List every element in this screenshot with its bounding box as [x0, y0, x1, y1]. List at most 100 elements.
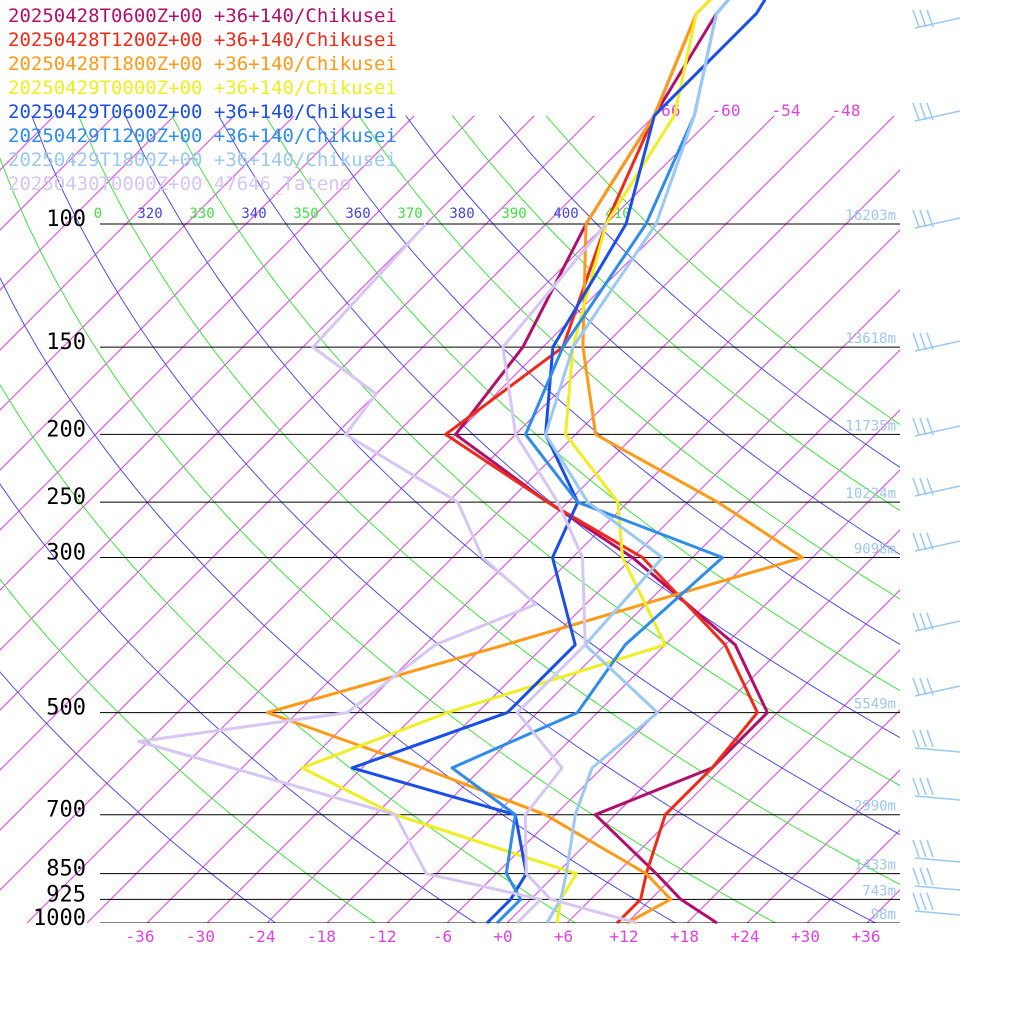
isotherm: [0, 115, 655, 771]
wind-barb-flag: [919, 9, 927, 28]
isotherm: [146, 169, 900, 923]
dry-adiabat: [452, 115, 900, 512]
wind-barbs: [912, 9, 961, 916]
pressure-label: 250: [46, 485, 86, 510]
theta-label: 330: [189, 206, 214, 222]
wind-barb-flag: [912, 839, 920, 858]
temperature-tick-label: -30: [186, 927, 215, 946]
wind-barb-shaft: [914, 910, 961, 916]
isotherm: [927, 116, 1024, 923]
height-label: 11735m: [845, 418, 896, 434]
theta-label: 390: [501, 206, 526, 222]
wind-barb-shaft: [914, 747, 961, 753]
upper-temperature-label: -48: [832, 101, 861, 120]
theta-label: 380: [449, 206, 474, 222]
dry-adiabat: [311, 115, 900, 645]
legend-entry: 20250428T1200Z+00 +36+140/Chikusei: [8, 29, 397, 51]
wind-barb-shaft: [914, 485, 961, 497]
isotherm: [0, 115, 595, 711]
theta-label: 370: [397, 206, 422, 222]
wind-barb-flag: [919, 332, 927, 351]
wind-barb: [912, 209, 961, 229]
wind-barb-flag: [926, 839, 934, 858]
height-label: 13618m: [845, 331, 896, 347]
wind-barb-shaft: [914, 885, 961, 891]
wind-barb: [912, 777, 961, 801]
height-label: 10224m: [845, 486, 896, 502]
legend-entry: 20250429T1800Z+00 +36+140/Chikusei: [8, 149, 397, 171]
dry-adiabat: [218, 115, 900, 739]
isotherm: [0, 115, 715, 831]
wind-barb-flag: [926, 777, 934, 796]
legend: 20250428T0600Z+00 +36+140/Chikusei202504…: [8, 5, 397, 195]
dry-adiabat: [171, 115, 900, 787]
wind-barb-shaft: [914, 110, 961, 122]
pressure-label: 850: [46, 857, 86, 882]
wind-barb-flag: [926, 417, 934, 436]
dry-adiabat: [358, 115, 900, 600]
dry-adiabat: [0, 483, 477, 923]
wind-barb-flag: [912, 209, 920, 228]
pressure-label: 925: [46, 882, 86, 907]
upper-temperature-label: -60: [712, 101, 741, 120]
wind-barb: [912, 102, 961, 122]
height-label: 1433m: [854, 858, 896, 874]
wind-barb: [912, 332, 961, 352]
pressure-label: 100: [46, 207, 86, 232]
wind-barb: [912, 612, 961, 632]
wind-barb: [912, 677, 961, 697]
wind-barb-flag: [926, 9, 934, 28]
wind-barb-flag: [912, 417, 920, 436]
pressure-label: 200: [46, 417, 86, 442]
legend-entry: 20250428T0600Z+00 +36+140/Chikusei: [8, 5, 397, 27]
dry-adiabat: [31, 115, 877, 923]
wind-barb-shaft: [914, 540, 961, 552]
wind-barb-shaft: [914, 795, 961, 801]
height-label: 98m: [871, 907, 896, 923]
isotherm: [806, 829, 900, 923]
wind-barb-flag: [926, 867, 934, 886]
wind-barb-flag: [926, 612, 934, 631]
wind-barb-flag: [912, 777, 920, 796]
theta-label: 0: [94, 206, 102, 222]
theta-label: 320: [137, 206, 162, 222]
theta-label: 340: [241, 206, 266, 222]
dry-adiabat: [265, 115, 900, 692]
temperature-profile: [265, 0, 804, 925]
wind-barb-flag: [919, 867, 927, 886]
wind-barb: [912, 532, 961, 552]
wind-barb-flag: [912, 532, 920, 551]
wind-barb: [912, 892, 961, 916]
wind-barb: [912, 729, 961, 753]
legend-entry: 20250429T0000Z+00 +36+140/Chikusei: [8, 77, 397, 99]
pressure-label: 700: [46, 798, 86, 823]
isotherm: [0, 115, 235, 351]
temperature-profile: [544, 0, 731, 924]
theta-label: 350: [293, 206, 318, 222]
wind-barb-flag: [919, 417, 927, 436]
isotherm: [386, 409, 900, 923]
upper-temperature-label: -54: [772, 101, 801, 120]
dry-adiabat: [124, 115, 900, 836]
isotherm: [0, 115, 295, 411]
temperature-tick-label: +0: [493, 927, 512, 946]
temperature-tick-label: +6: [554, 927, 573, 946]
axis-labels: 100 16203m 150 13618m 200 11735m 250 10224m 300 9…: [33, 101, 896, 946]
isotherm: [26, 115, 835, 923]
background-lines: [0, 115, 1024, 923]
wind-barb-flag: [926, 332, 934, 351]
wind-barb-shaft: [914, 17, 961, 29]
temperature-profile: [350, 0, 767, 925]
wind-barb-flag: [919, 209, 927, 228]
temperature-tick-label: -12: [368, 927, 397, 946]
height-label: 5549m: [854, 697, 896, 713]
wind-barb-flag: [912, 612, 920, 631]
isotherm: [0, 115, 475, 591]
wind-barb-shaft: [914, 620, 961, 632]
temperature-tick-label: +36: [852, 927, 881, 946]
pressure-label: 150: [46, 330, 86, 355]
wind-barb: [912, 867, 961, 891]
wind-barb-shaft: [914, 217, 961, 229]
dry-adiabat: [0, 671, 277, 923]
